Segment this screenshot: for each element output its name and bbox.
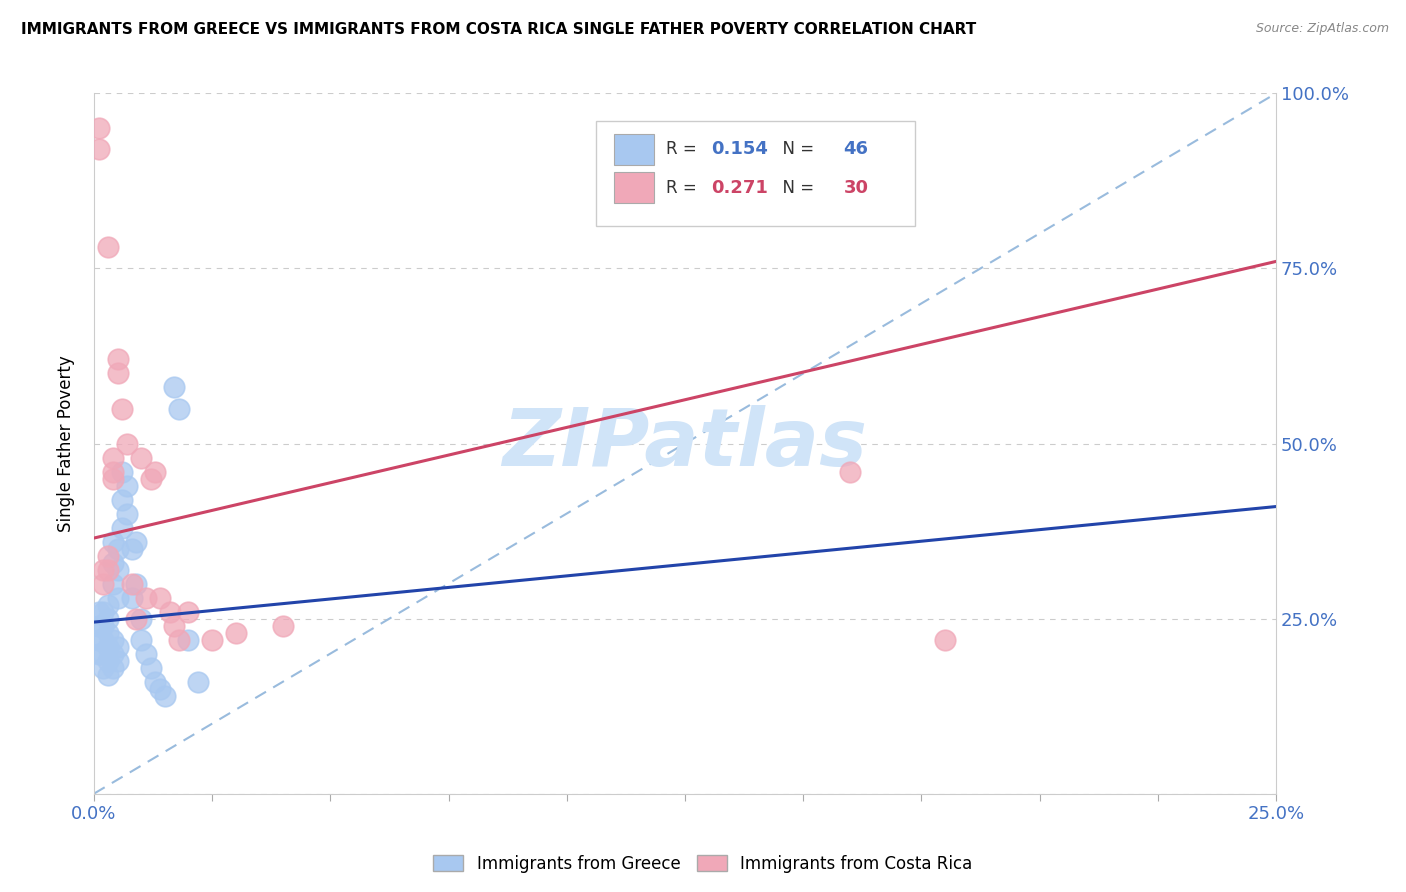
Point xyxy=(149,681,172,696)
Point xyxy=(187,674,209,689)
Point xyxy=(101,632,124,647)
Point xyxy=(101,534,124,549)
Point xyxy=(139,471,162,485)
Point xyxy=(87,121,110,136)
Point xyxy=(101,556,124,570)
Point xyxy=(111,465,134,479)
Point xyxy=(177,605,200,619)
Point xyxy=(125,534,148,549)
FancyBboxPatch shape xyxy=(596,121,915,227)
Point xyxy=(145,674,167,689)
Point xyxy=(97,549,120,563)
Point xyxy=(97,240,120,254)
Y-axis label: Single Father Poverty: Single Father Poverty xyxy=(58,355,75,532)
Point xyxy=(125,611,148,625)
Point xyxy=(129,611,152,625)
Text: 30: 30 xyxy=(844,179,869,197)
Text: 46: 46 xyxy=(844,140,869,159)
Point xyxy=(107,367,129,381)
Point xyxy=(107,352,129,367)
Point xyxy=(139,660,162,674)
Text: ZIPatlas: ZIPatlas xyxy=(502,404,868,483)
Point xyxy=(93,563,115,577)
Point xyxy=(101,660,124,674)
Point xyxy=(177,632,200,647)
Point xyxy=(163,380,186,394)
Point xyxy=(129,632,152,647)
Point xyxy=(93,660,115,674)
Point xyxy=(167,401,190,416)
FancyBboxPatch shape xyxy=(614,134,654,165)
Point xyxy=(97,611,120,625)
Point xyxy=(225,625,247,640)
Point xyxy=(107,541,129,556)
Point xyxy=(839,465,862,479)
Point xyxy=(145,465,167,479)
Text: R =: R = xyxy=(666,179,702,197)
Point xyxy=(87,647,110,661)
Text: N =: N = xyxy=(772,140,820,159)
Point xyxy=(121,591,143,605)
Legend: Immigrants from Greece, Immigrants from Costa Rica: Immigrants from Greece, Immigrants from … xyxy=(426,848,980,880)
Point xyxy=(129,450,152,465)
Point xyxy=(97,667,120,681)
Point xyxy=(163,618,186,632)
Point xyxy=(97,640,120,654)
Point xyxy=(111,401,134,416)
Text: Source: ZipAtlas.com: Source: ZipAtlas.com xyxy=(1256,22,1389,36)
Point xyxy=(87,605,110,619)
Point xyxy=(87,618,110,632)
Point xyxy=(149,591,172,605)
Point xyxy=(93,632,115,647)
Point xyxy=(111,520,134,534)
Point xyxy=(115,478,138,492)
Point xyxy=(97,654,120,668)
Point xyxy=(934,632,956,647)
FancyBboxPatch shape xyxy=(614,172,654,203)
Point xyxy=(87,632,110,647)
Point xyxy=(125,576,148,591)
Point xyxy=(115,507,138,521)
Point xyxy=(93,647,115,661)
Point xyxy=(101,471,124,485)
Point xyxy=(97,625,120,640)
Point xyxy=(135,647,157,661)
Point xyxy=(121,541,143,556)
Point xyxy=(135,591,157,605)
Point xyxy=(121,576,143,591)
Text: N =: N = xyxy=(772,179,820,197)
Point xyxy=(201,632,224,647)
Point xyxy=(87,142,110,156)
Point xyxy=(97,563,120,577)
Point xyxy=(107,563,129,577)
Point xyxy=(271,618,294,632)
Point xyxy=(101,647,124,661)
Point xyxy=(101,465,124,479)
Point xyxy=(101,576,124,591)
Point xyxy=(93,605,115,619)
Text: R =: R = xyxy=(666,140,702,159)
Point xyxy=(167,632,190,647)
Point xyxy=(107,640,129,654)
Point xyxy=(115,436,138,450)
Point xyxy=(97,598,120,612)
Text: 0.271: 0.271 xyxy=(711,179,768,197)
Text: 0.154: 0.154 xyxy=(711,140,768,159)
Point xyxy=(107,654,129,668)
Point xyxy=(159,605,181,619)
Point xyxy=(153,689,176,703)
Point xyxy=(93,576,115,591)
Point xyxy=(111,492,134,507)
Point xyxy=(107,591,129,605)
Text: IMMIGRANTS FROM GREECE VS IMMIGRANTS FROM COSTA RICA SINGLE FATHER POVERTY CORRE: IMMIGRANTS FROM GREECE VS IMMIGRANTS FRO… xyxy=(21,22,976,37)
Point xyxy=(101,450,124,465)
Point xyxy=(93,618,115,632)
